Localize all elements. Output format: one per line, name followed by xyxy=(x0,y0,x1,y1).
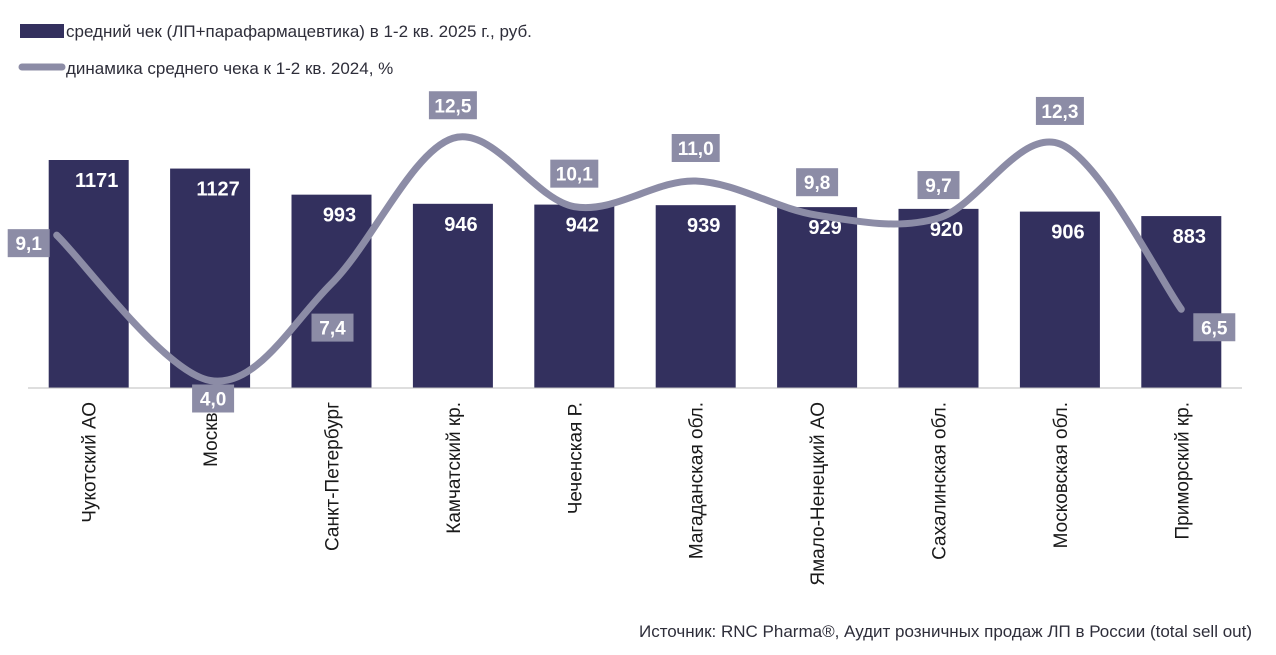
line-value-box xyxy=(1193,313,1236,342)
line-value-label: 9,1 xyxy=(15,234,42,255)
legend: средний чек (ЛП+парафармацевтика) в 1-2 … xyxy=(18,22,532,78)
category-label: Приморский кр. xyxy=(1172,402,1193,540)
line-value-label: 7,4 xyxy=(319,319,346,340)
line-series: 9,1 4,0 7,4 12,5 10,1 11,0 9,8 9,7 12,3 6,5 xyxy=(7,91,1236,413)
bar xyxy=(170,168,251,388)
category-label: Санкт-Петербург xyxy=(323,402,344,551)
category-label: Московская обл. xyxy=(1051,402,1072,548)
category-label: Магаданская обл. xyxy=(687,402,708,559)
category-label: Чеченская Р. xyxy=(565,402,586,514)
bar xyxy=(898,208,979,388)
bar-value-label: 1171 xyxy=(75,170,118,192)
category-label: Камчатский кр. xyxy=(444,402,465,534)
line-value-box xyxy=(917,171,960,200)
category-label: Москва xyxy=(201,402,222,467)
bar xyxy=(1141,216,1222,388)
bar-value-label: 929 xyxy=(808,217,841,239)
category-labels: Чукотский АО Москва Санкт-Петербург Камчатс… xyxy=(80,402,1194,586)
bar-value-label: 1127 xyxy=(196,179,239,201)
line-value-box xyxy=(796,168,839,197)
line-value-label: 4,0 xyxy=(200,390,226,411)
legend-swatch-bar xyxy=(20,24,64,38)
legend-label-line: динамика среднего чека к 1-2 кв. 2024, % xyxy=(66,59,393,78)
line-value-label: 12,5 xyxy=(434,96,471,117)
bar-value-label: 942 xyxy=(566,215,599,237)
bar xyxy=(655,205,736,388)
line-value-label: 9,7 xyxy=(925,176,951,197)
line-value-box xyxy=(550,159,599,188)
line-value-label: 10,1 xyxy=(556,165,593,186)
bar-value-label: 993 xyxy=(323,205,356,227)
bar-value-label: 946 xyxy=(444,214,477,236)
line-value-box xyxy=(428,91,477,120)
legend-label-bar: средний чек (ЛП+парафармацевтика) в 1-2 … xyxy=(66,22,532,41)
line-value-box xyxy=(311,313,354,342)
category-label: Чукотский АО xyxy=(80,402,101,523)
bar-value-label: 920 xyxy=(930,219,963,241)
line-value-box xyxy=(671,134,720,162)
line-value-label: 11,0 xyxy=(678,139,714,160)
category-label: Сахалинская обл. xyxy=(930,402,951,560)
category-label: Ямало-Ненецкий АО xyxy=(808,402,829,586)
bar-value-label: 883 xyxy=(1173,226,1206,248)
line-value-box xyxy=(1035,96,1084,125)
line-value-label: 9,8 xyxy=(804,173,830,194)
bars: 1171 1127 993 946 942 939 929 920 906 883 xyxy=(48,160,1222,388)
bar xyxy=(412,203,493,388)
bar xyxy=(534,204,615,388)
line-value-box xyxy=(192,384,235,413)
bar-value-label: 939 xyxy=(687,215,720,237)
line-series-path xyxy=(53,133,1185,385)
source-note: Источник: RNC Pharma®, Аудит розничных п… xyxy=(639,622,1252,641)
bar xyxy=(777,207,858,388)
line-value-label: 12,3 xyxy=(1041,102,1078,123)
bar xyxy=(1019,211,1100,388)
bar xyxy=(291,194,372,388)
line-value-box xyxy=(7,229,50,258)
line-value-label: 6,5 xyxy=(1201,318,1228,339)
bar-value-label: 906 xyxy=(1051,222,1084,244)
